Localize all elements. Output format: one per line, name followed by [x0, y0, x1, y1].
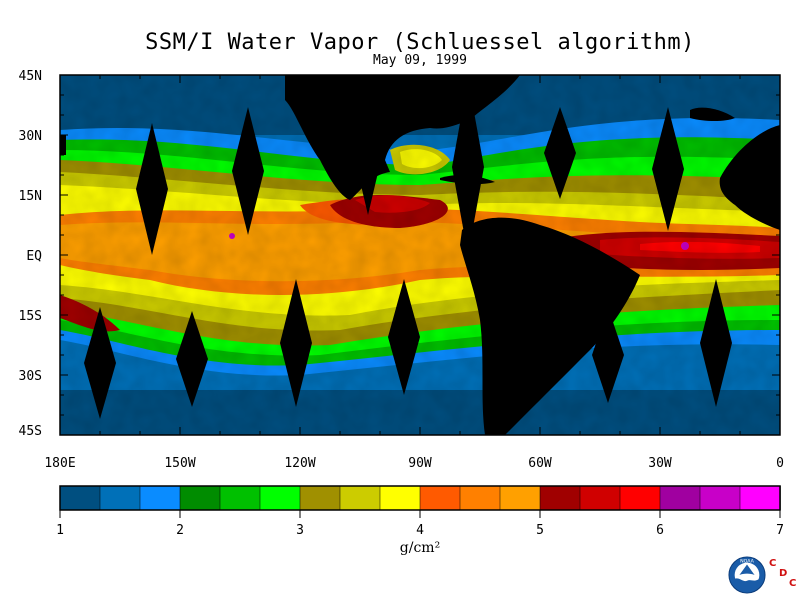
colorbar — [59, 485, 781, 518]
colorbar-swatch-12 — [539, 485, 581, 511]
colorbar-swatch-8 — [379, 485, 421, 511]
lat-label-45s: 45S — [18, 424, 42, 439]
swath-gap-0 — [136, 123, 168, 255]
colorbar-tick-1: 1 — [56, 523, 64, 538]
noaa-logo-icon: NOAA — [728, 556, 766, 594]
colorbar-swatch-6 — [299, 485, 341, 511]
swath-gap-9 — [388, 279, 420, 395]
colorbar-tick-4: 4 — [416, 523, 424, 538]
swath-gap-2 — [352, 79, 384, 215]
svg-text:NOAA: NOAA — [740, 559, 755, 565]
swath-gap-8 — [280, 279, 312, 407]
lon-label-30w: 30W — [648, 456, 672, 471]
north-america-land — [285, 75, 520, 200]
swath-gap-3 — [452, 79, 484, 255]
lon-label-180e: 180E — [44, 456, 76, 471]
colorbar-swatch-2 — [139, 485, 181, 511]
colorbar-swatch-7 — [339, 485, 381, 511]
lon-label-90w: 90W — [408, 456, 432, 471]
cdc-letter-c2: C — [789, 578, 797, 589]
south-america-land — [460, 217, 640, 435]
colorbar-swatch-4 — [219, 485, 261, 511]
swath-gap-4 — [544, 107, 576, 199]
swath-gap-11 — [700, 279, 732, 407]
lon-label-120w: 120W — [284, 456, 316, 471]
lat-label-15n: 15N — [18, 189, 42, 204]
lat-label-15s: 15S — [18, 309, 42, 324]
swath-gaps — [84, 79, 732, 419]
colorbar-swatch-11 — [499, 485, 541, 511]
cdc-letter-c1: C — [769, 558, 777, 569]
colorbar-swatch-15 — [659, 485, 701, 511]
lon-label-0: 0 — [776, 456, 784, 471]
colorbar-swatch-16 — [699, 485, 741, 511]
lat-label-30s: 30S — [18, 369, 42, 384]
swath-gap-10 — [592, 307, 624, 403]
colorbar-swatch-13 — [579, 485, 621, 511]
swath-gap-1 — [232, 107, 264, 235]
colorbar-swatch-14 — [619, 485, 661, 511]
colorbar-tick-2: 2 — [176, 523, 184, 538]
vapor-field — [60, 75, 780, 435]
africa-land — [719, 125, 780, 230]
colorbar-swatch-3 — [179, 485, 221, 511]
lon-label-150w: 150W — [164, 456, 196, 471]
colorbar-swatch-17 — [739, 485, 781, 511]
colorbar-tick-7: 7 — [776, 523, 784, 538]
colorbar-tick-6: 6 — [656, 523, 664, 538]
lat-label-eq: EQ — [26, 249, 42, 264]
swath-gap-7 — [176, 311, 208, 407]
cdc-letter-d: D — [779, 568, 788, 579]
colorbar-tick-3: 3 — [296, 523, 304, 538]
colorbar-swatch-0 — [59, 485, 101, 511]
colorbar-units: g/cm² — [399, 540, 441, 556]
map-frame — [59, 74, 781, 436]
map-date: May 09, 1999 — [373, 53, 467, 68]
colorbar-swatch-9 — [419, 485, 461, 511]
map-title: SSM/I Water Vapor (Schluessel algorithm) — [145, 30, 695, 55]
colorbar-swatch-10 — [459, 485, 501, 511]
colorbar-tick-5: 5 — [536, 523, 544, 538]
colorbar-swatch-5 — [259, 485, 301, 511]
lon-label-60w: 60W — [528, 456, 552, 471]
swath-gap-5 — [652, 107, 684, 231]
swath-gap-6 — [84, 307, 116, 419]
lat-label-30n: 30N — [18, 129, 42, 144]
lat-label-45n: 45N — [18, 69, 42, 84]
colorbar-swatch-1 — [99, 485, 141, 511]
